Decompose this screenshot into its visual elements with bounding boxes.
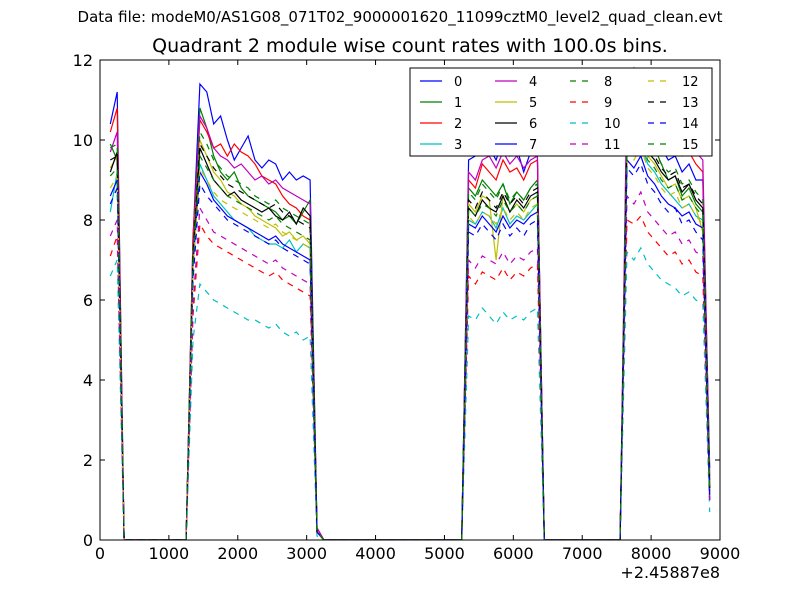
y-tick-label: 12 <box>73 51 93 70</box>
x-tick-label: 8000 <box>631 544 672 563</box>
chart-title: Quadrant 2 module wise count rates with … <box>152 35 668 57</box>
legend-label-14: 14 <box>682 117 699 132</box>
legend-label-7: 7 <box>529 138 537 153</box>
y-tick-label: 6 <box>83 291 93 310</box>
y-tick-label: 10 <box>73 131 93 150</box>
x-tick-label: 7000 <box>562 544 603 563</box>
series-line-14 <box>109 162 711 540</box>
x-tick-label: 6000 <box>493 544 534 563</box>
y-tick-label: 0 <box>83 531 93 550</box>
legend-label-13: 13 <box>682 96 699 111</box>
legend-label-9: 9 <box>604 96 612 111</box>
legend-label-12: 12 <box>682 75 699 90</box>
series-line-12 <box>109 146 711 540</box>
x-tick-label: 3000 <box>286 544 327 563</box>
series-line-5 <box>109 134 711 540</box>
y-tick-label: 8 <box>83 211 93 230</box>
legend-label-0: 0 <box>454 75 462 90</box>
legend-label-8: 8 <box>604 75 612 90</box>
figure-supertitle: Data file: modeM0/AS1G08_071T02_90000016… <box>77 8 723 26</box>
series-line-3 <box>109 142 711 540</box>
legend-label-6: 6 <box>529 117 537 132</box>
x-tick-label: 1000 <box>149 544 190 563</box>
legend-label-4: 4 <box>529 75 537 90</box>
legend-label-2: 2 <box>454 117 462 132</box>
series-line-13 <box>109 126 711 540</box>
legend-label-1: 1 <box>454 96 462 111</box>
series-line-7 <box>109 154 711 540</box>
x-axis-offset-label: +2.45887e8 <box>620 563 720 582</box>
series-line-9 <box>109 214 711 540</box>
x-tick-label: 4000 <box>355 544 396 563</box>
y-tick-label: 4 <box>83 371 93 390</box>
legend-label-11: 11 <box>604 138 621 153</box>
legend-box <box>409 67 713 157</box>
series-line-10 <box>109 246 711 540</box>
x-tick-label: 0 <box>95 544 105 563</box>
legend-label-5: 5 <box>529 96 537 111</box>
legend-label-15: 15 <box>682 138 699 153</box>
series-line-11 <box>109 190 711 540</box>
y-tick-label: 2 <box>83 451 93 470</box>
x-tick-label: 5000 <box>424 544 465 563</box>
series-line-15 <box>109 138 711 540</box>
legend-label-10: 10 <box>604 117 621 132</box>
legend-label-3: 3 <box>454 138 462 153</box>
series-line-8 <box>109 122 711 540</box>
series-line-6 <box>109 126 711 540</box>
x-tick-label: 2000 <box>217 544 258 563</box>
axis-ticks: 0 1000 2000 3000 4000 5000 6000 7000 8000 9000 0 2 4… <box>73 51 741 563</box>
x-tick-label: 9000 <box>700 544 741 563</box>
